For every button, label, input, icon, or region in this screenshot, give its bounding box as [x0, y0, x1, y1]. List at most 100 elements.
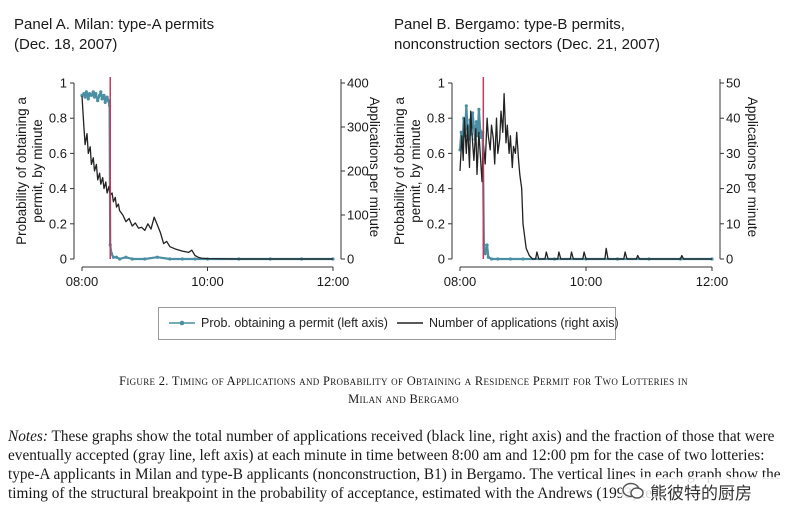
legend-item-probability: Prob. obtaining a permit (left axis): [169, 316, 388, 330]
probability-point: [96, 99, 100, 103]
caption-line-1: Figure 2. Timing of Applications and Pro…: [119, 374, 688, 388]
left-tick-label: 1: [60, 76, 67, 91]
probability-point: [471, 111, 475, 115]
right-tick-label: 40: [726, 111, 740, 126]
x-tick-label: 12:00: [696, 274, 729, 289]
probability-point: [483, 252, 487, 256]
left-tick-label: 0.6: [49, 146, 67, 161]
probability-point: [118, 257, 122, 261]
right-axis-title: Applications per minute: [367, 97, 382, 237]
probability-point: [94, 91, 98, 96]
right-tick-label: 30: [726, 146, 740, 161]
probability-point: [477, 107, 481, 111]
left-axis-title-line-1: Probability of obtaining a: [392, 97, 407, 245]
right-tick-label: 20: [726, 181, 740, 196]
probability-point: [472, 125, 476, 129]
panel-subtitle: nonconstruction sectors (Dec. 21, 2007): [394, 36, 660, 53]
probability-point: [92, 95, 97, 99]
caption-line-2: Milan and Bergamo: [348, 392, 459, 406]
left-tick-label: 0.8: [427, 111, 445, 126]
panel-title: Panel B. Bergamo: type-B permits,: [394, 16, 625, 33]
legend-swatch-applications: [397, 322, 423, 324]
right-axis-title: Applications per minute: [745, 97, 760, 237]
x-tick-label: 10:00: [191, 274, 224, 289]
x-tick-label: 08:00: [444, 274, 477, 289]
chat-bubble-icon: [622, 482, 644, 499]
applications-series-line: [81, 96, 333, 260]
watermark: 熊彼特的厨房: [622, 477, 794, 505]
legend-label-applications: Number of applications (right axis): [429, 316, 619, 330]
right-tick-label: 50: [726, 76, 740, 91]
left-tick-label: 0.6: [427, 146, 445, 161]
chart-panel-a: Panel A. Milan: type-A permits (Dec. 18, …: [14, 16, 382, 289]
probability-point: [102, 93, 106, 97]
probability-series-line: [458, 104, 712, 261]
panel-subtitle: (Dec. 18, 2007): [14, 36, 117, 53]
probability-point: [111, 255, 115, 259]
probability-point: [486, 255, 490, 259]
right-tick-label: 10: [726, 216, 740, 231]
left-tick-label: 0.4: [427, 181, 445, 196]
watermark-text: 熊彼特的厨房: [650, 483, 752, 504]
left-tick-label: 0.8: [49, 111, 67, 126]
probability-point: [86, 97, 90, 101]
probability-point: [479, 135, 484, 140]
probability-point: [106, 99, 110, 103]
probability-point: [103, 100, 107, 104]
probability-series-line: [81, 90, 333, 261]
left-axis-title-line-2: permit, by minute: [30, 119, 45, 223]
left-axis-title-line-2: permit, by minute: [408, 119, 423, 223]
right-tick-label: 400: [347, 76, 369, 91]
left-tick-label: 0.4: [49, 181, 67, 196]
probability-point: [508, 257, 512, 261]
chart-panel-b: Panel B. Bergamo: type-B permits, noncons…: [392, 16, 760, 289]
probability-point: [105, 95, 109, 99]
probability-point: [143, 257, 147, 261]
chart-legend: Prob. obtaining a permit (left axis) Num…: [158, 307, 619, 340]
probability-point: [83, 95, 87, 99]
legend-item-applications: Number of applications (right axis): [397, 316, 619, 330]
x-tick-label: 12:00: [317, 274, 350, 289]
probability-point: [485, 243, 489, 247]
left-tick-label: 1: [438, 76, 445, 91]
left-tick-label: 0.2: [427, 216, 445, 231]
probability-point: [474, 120, 478, 124]
panel-title: Panel A. Milan: type-A permits: [14, 16, 214, 33]
probability-point: [99, 90, 103, 94]
applications-series-line: [459, 92, 712, 260]
right-tick-label: 300: [347, 120, 369, 135]
probability-point: [464, 104, 468, 108]
notes-label: Notes:: [8, 428, 48, 445]
probability-point: [521, 257, 525, 261]
probability-point: [168, 257, 172, 261]
probability-point: [155, 255, 159, 259]
probability-point: [130, 257, 134, 261]
probability-point: [180, 257, 184, 261]
probability-point: [100, 97, 104, 101]
probability-point: [97, 93, 102, 97]
probability-point: [489, 257, 494, 261]
right-tick-label: 200: [347, 164, 369, 179]
x-tick-label: 10:00: [570, 274, 603, 289]
figure-notes: Notes: These graphs show the total numbe…: [8, 427, 793, 503]
probability-point: [89, 93, 94, 97]
probability-point: [84, 90, 88, 94]
right-tick-label: 100: [347, 208, 369, 223]
probability-point: [82, 91, 86, 96]
right-tick-label: 0: [347, 252, 354, 267]
probability-point: [496, 257, 500, 261]
probability-point: [193, 257, 197, 261]
legend-swatch-probability: [169, 320, 195, 326]
figure-caption: Figure 2. Timing of Applications and Pro…: [0, 372, 807, 408]
left-axis-title-line-1: Probability of obtaining a: [14, 97, 29, 245]
probability-point: [91, 90, 95, 94]
right-tick-label: 0: [726, 252, 733, 267]
left-tick-label: 0.2: [49, 216, 67, 231]
probability-point: [124, 255, 128, 259]
left-tick-label: 0: [438, 252, 445, 267]
probability-point: [114, 255, 119, 259]
notes-text: These graphs show the total number of ap…: [8, 428, 781, 502]
x-tick-label: 08:00: [66, 274, 99, 289]
probability-point: [459, 130, 463, 134]
figure-two-panels: Panel A. Milan: type-A permits (Dec. 18, …: [14, 16, 760, 289]
